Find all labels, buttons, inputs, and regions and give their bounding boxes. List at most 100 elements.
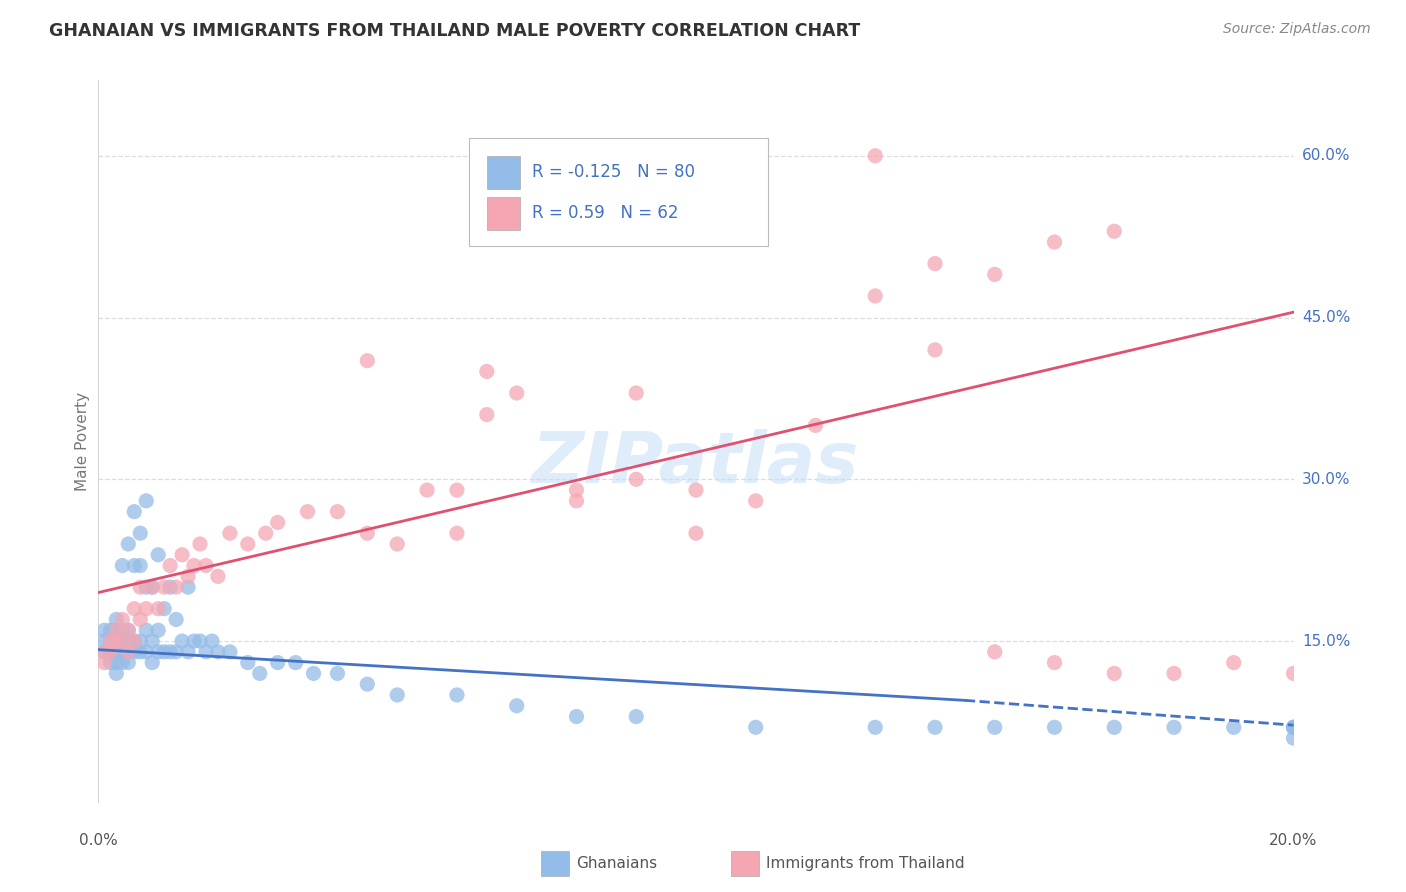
Point [93, 656, 115, 670]
Point [685, 526, 707, 541]
Point [124, 558, 146, 573]
FancyBboxPatch shape [470, 138, 768, 246]
Point [165, 612, 187, 626]
Point [924, 720, 946, 734]
Point [98, 645, 122, 659]
Point [98, 656, 122, 670]
Point [105, 612, 128, 626]
Point [172, 548, 194, 562]
Point [105, 666, 128, 681]
Point [135, 601, 157, 615]
Point [129, 634, 152, 648]
Point [865, 149, 887, 163]
Point [129, 580, 152, 594]
Point [98, 624, 122, 638]
Point [506, 698, 529, 713]
Point [446, 526, 468, 541]
Point [416, 483, 439, 497]
Point [159, 645, 181, 659]
Point [565, 709, 588, 723]
Point [117, 634, 139, 648]
Point [135, 580, 157, 594]
Point [1282, 666, 1305, 681]
Point [141, 580, 163, 594]
Point [267, 656, 290, 670]
Point [219, 645, 242, 659]
Point [111, 634, 134, 648]
Point [1223, 656, 1246, 670]
Point [98, 634, 122, 648]
Point [984, 645, 1007, 659]
Point [356, 353, 378, 368]
Point [165, 580, 187, 594]
Point [188, 634, 211, 648]
Point [267, 516, 290, 530]
Text: Source: ZipAtlas.com: Source: ZipAtlas.com [1223, 22, 1371, 37]
Point [1043, 235, 1066, 249]
Point [356, 526, 378, 541]
Text: ZIPatlas: ZIPatlas [533, 429, 859, 498]
Point [565, 493, 588, 508]
Point [153, 601, 176, 615]
Point [626, 709, 648, 723]
Text: Immigrants from Thailand: Immigrants from Thailand [766, 856, 965, 871]
Point [93, 624, 115, 638]
Point [117, 624, 139, 638]
Point [93, 645, 115, 659]
Point [135, 493, 157, 508]
Text: 45.0%: 45.0% [1302, 310, 1350, 325]
Point [165, 645, 187, 659]
Point [98, 645, 122, 659]
Point [475, 408, 498, 422]
FancyBboxPatch shape [486, 197, 520, 230]
Point [105, 634, 128, 648]
Point [195, 558, 218, 573]
Point [984, 268, 1007, 282]
Point [195, 645, 218, 659]
Point [105, 645, 128, 659]
Point [111, 612, 134, 626]
Point [117, 645, 139, 659]
Point [148, 548, 170, 562]
Text: 15.0%: 15.0% [1302, 633, 1350, 648]
Point [183, 558, 205, 573]
Point [98, 634, 122, 648]
Point [745, 720, 768, 734]
Text: 20.0%: 20.0% [1270, 833, 1317, 848]
Point [207, 645, 229, 659]
Point [236, 537, 259, 551]
Point [924, 343, 946, 357]
Point [111, 634, 134, 648]
Point [804, 418, 827, 433]
Point [111, 624, 134, 638]
Point [1282, 731, 1305, 745]
Point [1282, 720, 1305, 734]
Point [124, 645, 146, 659]
Point [153, 580, 176, 594]
Point [93, 634, 115, 648]
Point [177, 580, 200, 594]
Point [745, 493, 768, 508]
Point [302, 666, 325, 681]
Point [172, 634, 194, 648]
Point [188, 537, 211, 551]
Point [141, 634, 163, 648]
Point [177, 569, 200, 583]
Point [284, 656, 307, 670]
Point [865, 720, 887, 734]
Point [159, 558, 181, 573]
Point [129, 645, 152, 659]
Point [1163, 720, 1185, 734]
Point [626, 472, 648, 486]
Text: 60.0%: 60.0% [1302, 148, 1350, 163]
Point [1104, 666, 1126, 681]
Text: R = -0.125   N = 80: R = -0.125 N = 80 [533, 163, 695, 181]
Point [1282, 720, 1305, 734]
Point [207, 569, 229, 583]
Point [385, 688, 409, 702]
Point [117, 624, 139, 638]
Point [1104, 224, 1126, 238]
Text: 0.0%: 0.0% [79, 833, 118, 848]
Point [385, 537, 409, 551]
Point [685, 483, 707, 497]
